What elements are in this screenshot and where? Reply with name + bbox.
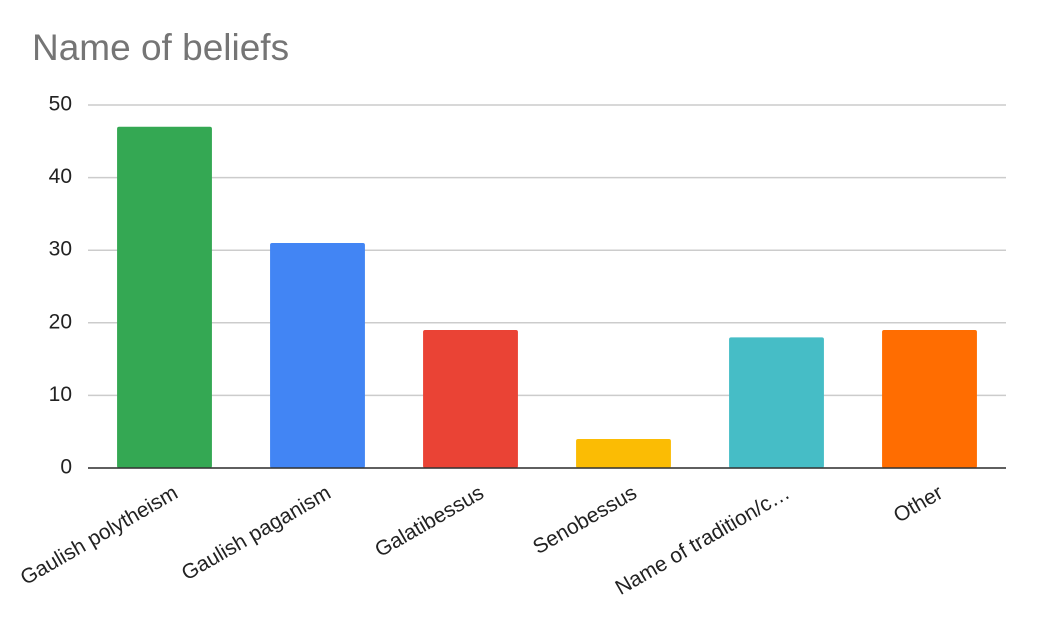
y-tick-label: 50 (49, 93, 72, 116)
y-tick-label: 10 (49, 383, 72, 406)
y-tick-label: 40 (49, 165, 72, 188)
bar (576, 438, 671, 468)
bar (117, 126, 212, 468)
chart-title: Name of beliefs (32, 27, 289, 68)
bar (729, 337, 824, 468)
y-tick-label: 30 (49, 238, 72, 261)
bar (270, 242, 365, 468)
y-tick-label: 20 (49, 310, 72, 333)
y-tick-label: 0 (60, 456, 72, 479)
bar (423, 330, 518, 468)
bar (882, 330, 977, 468)
